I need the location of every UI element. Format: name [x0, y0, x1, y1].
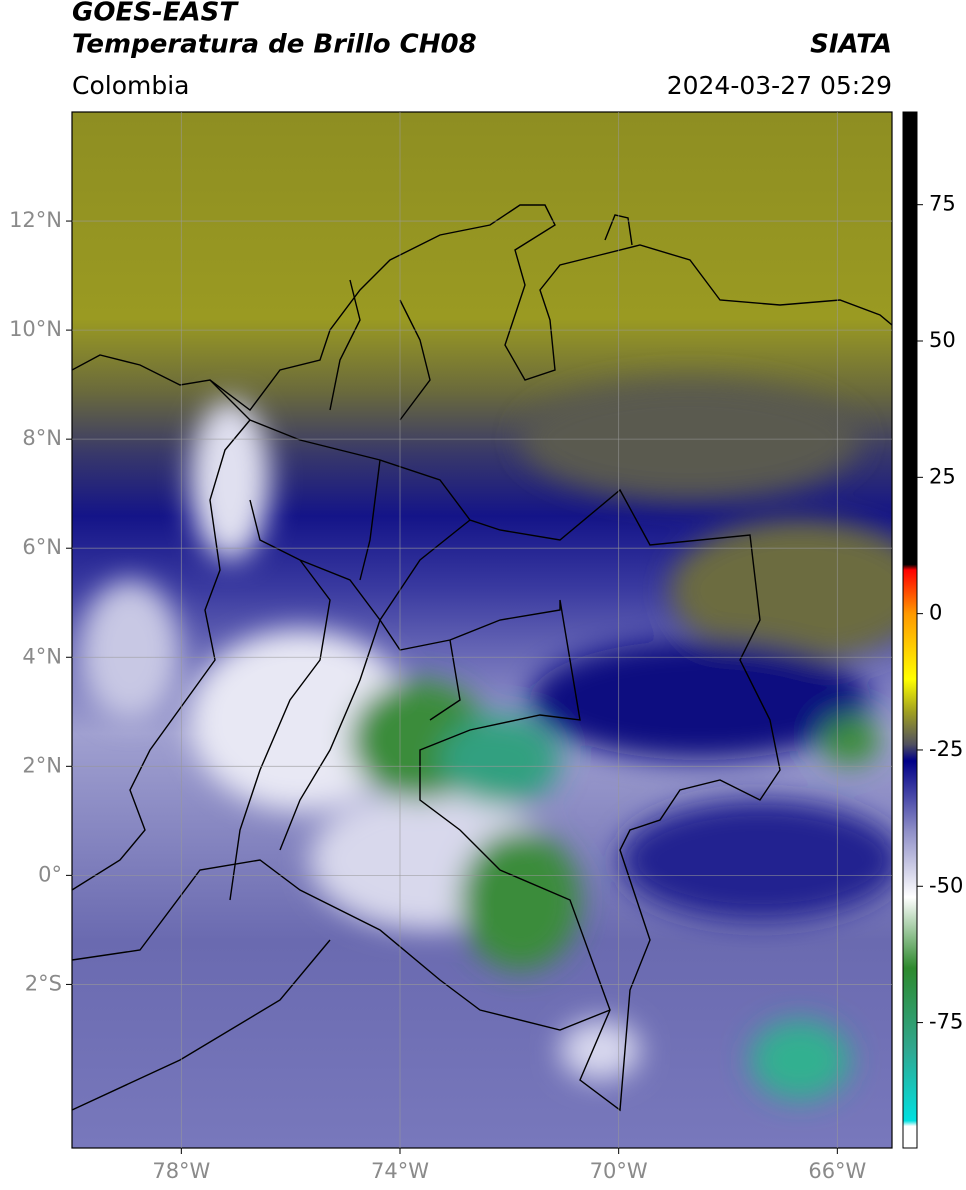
y-tick-label: 2°N — [22, 753, 62, 777]
colorbar-tick-label: -50 — [929, 873, 963, 897]
colorbar-tick-label: 50 — [929, 328, 956, 352]
y-tick-label: 2°S — [25, 971, 62, 995]
colorbar-tick-label: -25 — [929, 737, 963, 761]
datetime: 2024-03-27 05:29 — [667, 71, 892, 100]
colorbar-tick-label: 75 — [929, 192, 956, 216]
colorbar — [902, 111, 918, 1149]
colorbar-tick-label: 0 — [929, 601, 942, 625]
y-tick-label: 4°N — [22, 644, 62, 668]
satellite-image — [72, 112, 892, 1148]
x-tick-label: 70°W — [590, 1159, 648, 1183]
y-tick-label: 8°N — [22, 426, 62, 450]
title: GOES-EAST — [72, 0, 239, 28]
map-frame — [71, 111, 893, 1149]
y-tick-label: 10°N — [9, 317, 62, 341]
colorbar-tick-label: -75 — [929, 1010, 963, 1034]
subtitle: Temperatura de Brillo CH08 — [72, 30, 477, 60]
y-tick-label: 6°N — [22, 535, 62, 559]
source: SIATA — [810, 30, 892, 60]
y-tick-label: 0° — [38, 862, 62, 886]
colorbar-tick-label: 25 — [929, 464, 956, 488]
x-tick-label: 66°W — [808, 1159, 866, 1183]
x-tick-label: 74°W — [371, 1159, 429, 1183]
region: Colombia — [72, 71, 189, 100]
x-tick-label: 78°W — [152, 1159, 210, 1183]
y-tick-label: 12°N — [9, 208, 62, 232]
